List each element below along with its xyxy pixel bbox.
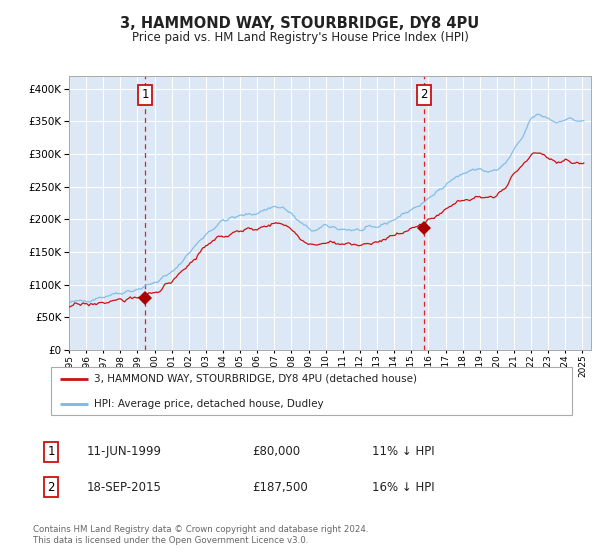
Text: Price paid vs. HM Land Registry's House Price Index (HPI): Price paid vs. HM Land Registry's House … [131, 31, 469, 44]
Text: 18-SEP-2015: 18-SEP-2015 [87, 480, 162, 494]
Text: Contains HM Land Registry data © Crown copyright and database right 2024.
This d: Contains HM Land Registry data © Crown c… [33, 525, 368, 545]
Text: 3, HAMMOND WAY, STOURBRIDGE, DY8 4PU (detached house): 3, HAMMOND WAY, STOURBRIDGE, DY8 4PU (de… [94, 374, 418, 384]
Text: HPI: Average price, detached house, Dudley: HPI: Average price, detached house, Dudl… [94, 399, 324, 409]
Text: 1: 1 [47, 445, 55, 459]
Text: 1: 1 [142, 88, 149, 101]
Text: 11-JUN-1999: 11-JUN-1999 [87, 445, 162, 459]
Text: 2: 2 [420, 88, 427, 101]
Text: £187,500: £187,500 [252, 480, 308, 494]
Text: £80,000: £80,000 [252, 445, 300, 459]
Text: 3, HAMMOND WAY, STOURBRIDGE, DY8 4PU: 3, HAMMOND WAY, STOURBRIDGE, DY8 4PU [121, 16, 479, 31]
FancyBboxPatch shape [50, 367, 572, 414]
Text: 2: 2 [47, 480, 55, 494]
Text: 16% ↓ HPI: 16% ↓ HPI [372, 480, 434, 494]
Text: 11% ↓ HPI: 11% ↓ HPI [372, 445, 434, 459]
